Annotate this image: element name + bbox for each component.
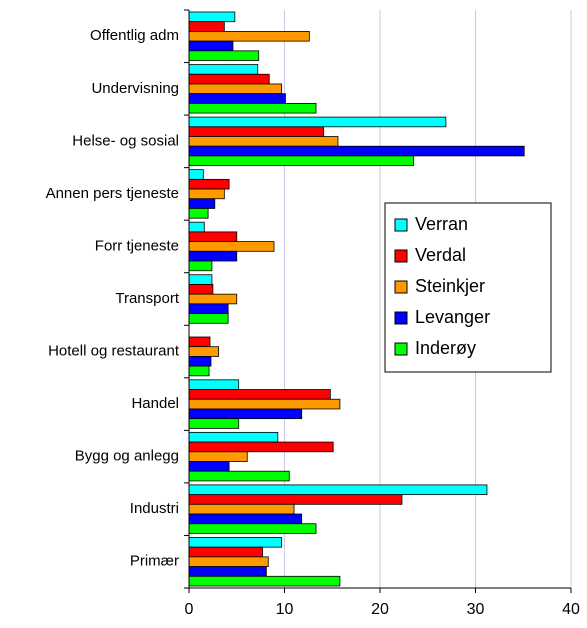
bar [188,418,240,429]
bar [188,575,341,587]
y-tick-label: Forr tjeneste [95,237,179,254]
bar [188,31,310,42]
legend-swatch [394,342,408,356]
bar [188,116,447,128]
legend-box [384,202,552,373]
bar [188,408,303,420]
y-tick-label: Transport [115,290,179,307]
y-tick-label: Handel [131,395,179,412]
bar [188,484,488,496]
bar [188,494,403,505]
legend-swatch [394,249,408,263]
bar [188,379,240,390]
legend-swatch [394,218,408,232]
bar [188,21,225,32]
legend-swatch [394,311,408,325]
bar [188,93,286,104]
bar [188,503,295,515]
bar [188,40,234,52]
bar [188,389,331,400]
bar [188,537,283,548]
bar [188,566,267,577]
bar [188,169,204,180]
legend-label: Verdal [415,245,466,265]
bar [188,523,317,534]
bar [188,221,205,233]
bar [188,231,238,243]
bar [188,365,210,377]
legend-label: Steinkjer [415,276,485,296]
bar [188,11,236,23]
x-tick-label: 10 [276,601,294,618]
bar [188,556,269,567]
bar [188,178,230,190]
bar [188,260,213,272]
bar [188,126,325,137]
bar [188,284,214,295]
bar [188,64,259,75]
bar [188,208,209,219]
bar [188,398,341,410]
bar [188,155,414,167]
bar [188,346,220,357]
y-tick-label: Industri [130,500,179,517]
bar [188,136,339,147]
y-tick-label: Hotell og restaurant [48,343,180,360]
y-tick-label: Annen pers tjeneste [46,185,179,202]
bar [188,441,334,453]
bar [188,336,211,348]
legend-label: Inderøy [415,338,476,358]
bar [188,250,238,262]
bar [188,102,317,114]
bar [188,274,213,285]
bar [188,431,279,443]
legend-swatch [394,280,408,294]
x-tick-label: 20 [371,601,389,618]
bar [188,546,263,558]
bar [188,293,238,305]
legend-label: Verran [415,214,468,234]
x-tick-label: 40 [562,601,580,618]
y-tick-label: Bygg og anlegg [75,448,179,465]
y-tick-label: Offentlig adm [90,27,179,44]
bar [188,513,303,525]
bar [188,470,290,482]
bar [188,198,216,209]
bar [188,50,260,61]
bar [188,73,270,85]
y-tick-label: Helse- og sosial [72,132,179,149]
bar [188,461,230,472]
y-tick-label: Undervisning [91,80,179,97]
bar [188,355,212,367]
legend-label: Levanger [415,307,490,327]
bar [188,83,283,95]
bar [188,145,525,157]
x-tick-label: 30 [467,601,485,618]
bar [188,241,275,252]
y-tick-label: Primær [130,553,179,570]
bar [188,303,229,314]
x-tick-label: 0 [185,601,194,618]
bar [188,451,248,462]
bar [188,188,225,200]
bar [188,313,229,324]
